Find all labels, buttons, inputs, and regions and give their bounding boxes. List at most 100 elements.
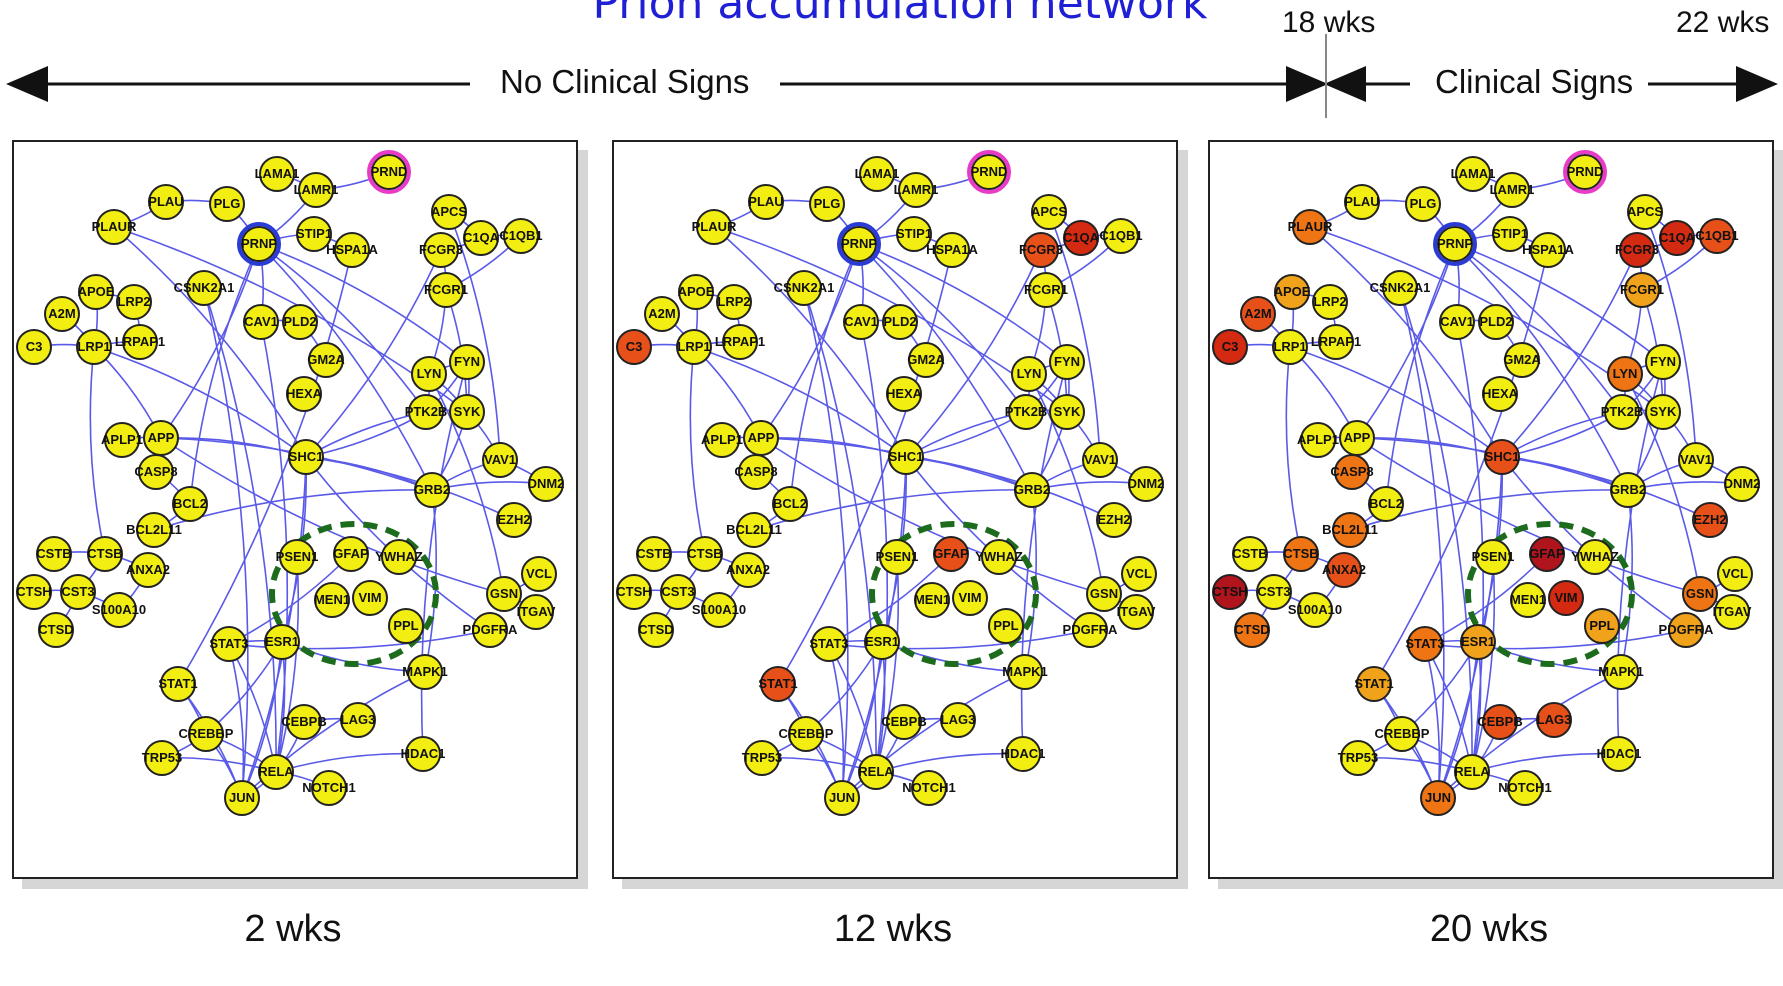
node-apcs: APCS (431, 194, 467, 230)
node-label: LAMR1 (294, 182, 339, 197)
node-circle (738, 454, 774, 490)
node-label: EZH2 (1693, 512, 1726, 527)
node-label: LAG3 (1537, 712, 1572, 727)
node-apoe: APOE (1274, 274, 1311, 310)
node-label: LRP2 (117, 294, 150, 309)
node-trp53: TRP53 (1338, 740, 1378, 776)
node-label: LYN (1017, 366, 1042, 381)
node-circle (730, 552, 766, 588)
node-circle (644, 296, 680, 332)
edge-csnk2a1-jun (1399, 287, 1445, 799)
node-circle (408, 394, 444, 430)
node-label: APLP1 (101, 432, 143, 447)
node-circle (858, 754, 894, 790)
edge-lyn-gsn (1028, 373, 1105, 595)
node-circle (1292, 209, 1328, 245)
node-circle (186, 270, 222, 306)
node-circle (716, 284, 752, 320)
node-label: STAT3 (209, 636, 248, 651)
node-label: LRPAP1 (715, 334, 765, 349)
node-label: CEBPB (1477, 714, 1523, 729)
node-label: MAPK1 (402, 664, 448, 679)
node-label: PLD2 (883, 314, 916, 329)
node-pdgfra: PDGFRA (1063, 612, 1119, 648)
node-circle (1031, 194, 1067, 230)
edge-apcs-vav1 (448, 211, 501, 461)
node-stip1: STIP1 (1492, 216, 1528, 252)
node-vav1: VAV1 (482, 442, 518, 478)
node-circle (407, 654, 443, 690)
node-label: VIM (1554, 590, 1577, 605)
node-label: APCS (1627, 204, 1663, 219)
node-circle (1475, 539, 1511, 575)
node-c3: C3 (16, 329, 52, 365)
node-circle (1318, 324, 1354, 360)
node-label: EZH2 (497, 512, 530, 527)
node-label: YWHAZ (375, 549, 423, 564)
node-stat1: STAT1 (1354, 666, 1394, 702)
node-mapk1: MAPK1 (402, 654, 448, 690)
node-ywhaz: YWHAZ (375, 539, 423, 575)
edge-pdgfra-stat3 (828, 629, 1091, 650)
node-label: GM2A (307, 352, 345, 367)
node-label: PRNP (1437, 236, 1473, 251)
node-label: BCL2 (173, 496, 207, 511)
node-circle (160, 666, 196, 702)
node-c1qb1: C1QB1 (1099, 218, 1143, 254)
node-circle (701, 592, 737, 628)
node-ctsh: CTSH (1212, 574, 1248, 610)
node-label: APCS (1031, 204, 1067, 219)
node-label: CTSH (1212, 584, 1247, 599)
node-fcgr3: FCGR3 (1019, 232, 1063, 268)
node-label: C1QB1 (1099, 228, 1142, 243)
edge-prnp-fyn (1454, 243, 1664, 363)
node-label: PDGFRA (1063, 622, 1119, 637)
node-plau: PLAU (148, 184, 184, 220)
edge-pdgfra-stat3 (228, 629, 491, 650)
node-label: PDGFRA (1659, 622, 1715, 637)
node-label: CASP8 (1330, 464, 1373, 479)
node-circle (1356, 666, 1392, 702)
node-gsn: GSN (1682, 576, 1718, 612)
node-app: APP (143, 420, 179, 456)
node-circle (811, 626, 847, 662)
edge-plaur-shc1 (713, 226, 907, 458)
node-circle (704, 422, 740, 458)
node-circle (1530, 232, 1566, 268)
node-label: GM2A (907, 352, 945, 367)
node-circle (1460, 624, 1496, 660)
node-gfap: GFAP (933, 536, 969, 572)
node-label: PRNP (841, 236, 877, 251)
edge-fcgr3-shc1 (1501, 249, 1638, 458)
node-jun: JUN (224, 780, 260, 816)
node-men1: MEN1 (1510, 582, 1546, 618)
node-label: HSPA1A (326, 242, 378, 257)
node-label: APLP1 (701, 432, 743, 447)
node-lrpap1: LRPAP1 (715, 324, 765, 360)
node-esr1: ESR1 (864, 624, 900, 660)
node-circle (1494, 172, 1530, 208)
node-lama1: LAMA1 (255, 156, 299, 192)
node-label: TRP53 (742, 750, 782, 765)
node-circle (1121, 556, 1157, 592)
node-circle (722, 324, 758, 360)
node-circle (1014, 472, 1050, 508)
node-plaur: PLAUR (92, 209, 137, 245)
node-psen1: PSEN1 (1472, 539, 1514, 575)
edge-csnk2a1-rela (203, 287, 277, 773)
node-label: TRP53 (142, 750, 182, 765)
node-lag3: LAG3 (340, 702, 376, 738)
node-plaur: PLAUR (1288, 209, 1333, 245)
phase-label-clinical-signs: Clinical Signs (1425, 63, 1644, 101)
node-grb2: GRB2 (414, 472, 450, 508)
node-stat1: STAT1 (758, 666, 798, 702)
node-plau: PLAU (748, 184, 784, 220)
node-circle (482, 442, 518, 478)
node-circle (486, 576, 522, 612)
node-label: SHC1 (889, 449, 924, 464)
node-circle (952, 580, 988, 616)
node-label: CST3 (61, 584, 94, 599)
node-c3: C3 (1212, 329, 1248, 365)
edge-stat3-jun (1424, 643, 1441, 799)
node-label: CAV1 (244, 314, 278, 329)
